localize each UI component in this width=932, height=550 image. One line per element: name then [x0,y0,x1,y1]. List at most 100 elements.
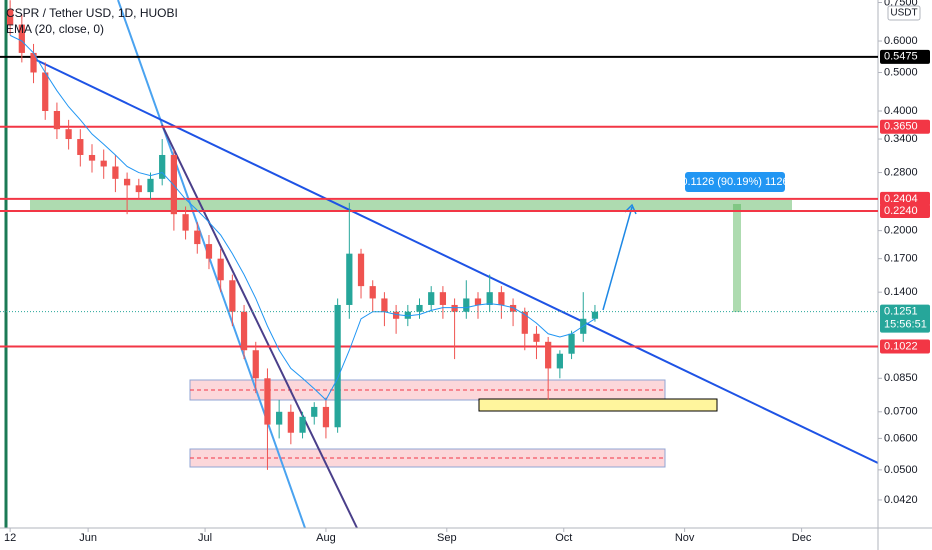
x-tick-label: Sep [437,532,457,544]
level-label: 0.5475 [884,51,918,63]
y-tick-label: 0.7500 [884,0,918,8]
level-label-box [880,119,930,134]
y-tick-label: 0.0700 [884,406,918,418]
trend-line [161,124,358,529]
currency-box [887,5,921,21]
candle-body [205,244,213,259]
candle-body [88,154,96,161]
candle-body [439,292,447,305]
candle-body [287,411,294,433]
candle-body [240,311,248,351]
level-label: 0.2240 [884,205,918,217]
candle-body [30,52,37,73]
candle-body [299,416,306,433]
candle-body [147,178,154,193]
x-tick-label: Oct [555,532,572,544]
candle-body [416,304,423,312]
candle-body [334,304,341,428]
candle-body [123,178,131,186]
candle-body [404,311,411,319]
candle-body [568,333,575,354]
candle-body [521,311,528,334]
candle-body [369,286,376,299]
y-tick-label: 0.6000 [884,35,918,47]
candle-body [545,341,552,369]
candle-body [194,230,201,245]
x-tick-label: Jun [79,532,97,544]
measure-bar [733,204,741,312]
candle-body [77,139,84,155]
candle-body [65,129,72,140]
candle-body [451,304,458,312]
candle-body [486,292,493,305]
candle-body [7,9,14,25]
candle-body [159,154,166,179]
candle-body [112,166,119,179]
x-tick-label: Aug [316,532,336,544]
level-label-box [880,204,930,219]
candle-body [252,350,259,379]
candle-body [276,411,283,425]
candle-body [346,253,353,305]
y-tick-label: 0.0600 [884,432,918,444]
candle-body [100,160,107,167]
target-box [478,398,718,412]
x-tick-label: 12 [4,532,16,544]
candle-body [182,214,189,231]
level-label-box [880,191,930,206]
y-tick-label: 0.3400 [884,133,918,145]
candle-body [474,298,482,305]
y-tick-label: 0.0500 [884,464,918,476]
y-tick-label: 0.5000 [884,66,918,78]
x-tick-label: Dec [792,532,812,544]
y-tick-label: 0.1400 [884,286,918,298]
candle-body [392,311,400,319]
candle-body [428,292,435,305]
y-tick-label: 0.1700 [884,253,918,265]
level-label-box [880,339,930,354]
last-price-box [880,304,930,333]
last-price-label: 0.1251 [884,305,918,317]
x-tick-label: Jul [198,532,212,544]
trend-line [29,56,879,464]
arrow [602,206,633,311]
candle-body [264,378,271,425]
candle-body [170,154,178,215]
candle-body [135,185,142,193]
y-tick-label: 0.2800 [884,166,918,178]
currency: USDT [890,8,917,19]
candle-body [509,304,517,312]
candle-body [18,24,25,53]
trend-line [117,0,306,529]
chart-title: CSPR / Tether USD, 1D, HUOBI [6,6,178,20]
level-label-box [880,49,930,64]
candle-body [42,72,49,111]
level-label: 0.2404 [884,193,918,205]
candle-body [311,406,318,417]
measure-label: 0.1126 (90.19%) 1126 [681,176,788,188]
candle-body [591,311,599,319]
plot: 0.7500 0.6000 0.5000 0.4000 0.3400 0.2800 0.20… [0,0,918,544]
candle-body [381,298,388,312]
measure-label-box [685,172,785,192]
y-tick-label: 0.0850 [884,372,918,384]
y-tick-label: 0.0420 [884,494,918,506]
candle-body [533,333,540,342]
y-tick-label: 0.2000 [884,225,918,237]
candle-body [498,292,505,305]
support-zone [30,200,792,212]
candle-body [463,298,470,312]
level-label: 0.3650 [884,121,918,133]
countdown: 15:56:51 [884,318,927,330]
candle-body [556,353,563,369]
y-tick-label: 0.4000 [884,105,918,117]
candle-body [322,406,330,428]
candle-body [217,258,224,281]
x-tick-label: Nov [675,532,695,544]
level-label: 0.1022 [884,340,918,352]
candle-body [53,110,61,130]
indicator-label: EMA (20, close, 0) [6,22,104,36]
